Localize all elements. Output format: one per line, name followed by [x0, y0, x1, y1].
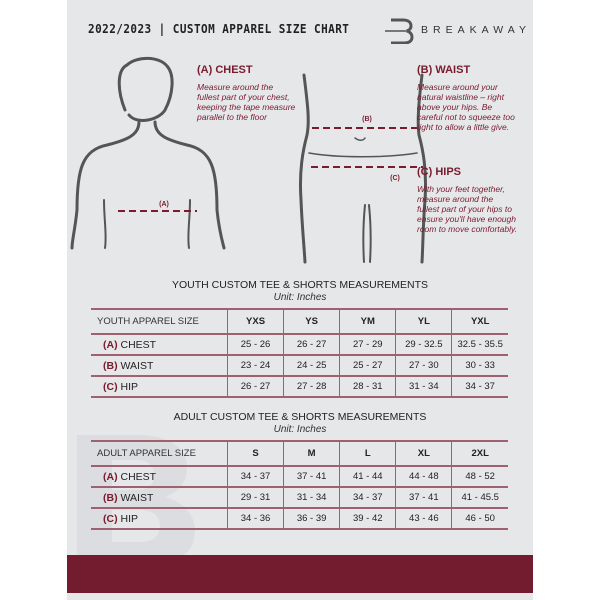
cell: 25 - 26 — [226, 334, 284, 356]
cell: 29 - 32.5 — [395, 334, 452, 356]
cell: 27 - 30 — [395, 355, 452, 377]
cell: 26 - 27 — [283, 334, 340, 356]
size-header: YL — [395, 308, 452, 335]
cell: 34 - 37 — [451, 376, 508, 398]
cell: 23 - 24 — [226, 355, 284, 377]
row-label: CHEST — [120, 338, 157, 351]
size-header: YXL — [451, 308, 508, 335]
cell: 26 - 27 — [226, 376, 284, 398]
brand-name: BREAKAWAY — [421, 24, 531, 36]
cell: 37 - 41 — [395, 487, 452, 509]
table-row: (C) HIP 34 - 36 36 - 39 39 - 42 43 - 46 … — [91, 508, 508, 530]
cell: 30 - 33 — [451, 355, 508, 377]
cell: 43 - 46 — [395, 508, 452, 530]
cell: 44 - 48 — [395, 466, 452, 488]
table-row: (B) WAIST 23 - 24 24 - 25 25 - 27 27 - 3… — [91, 355, 508, 377]
cell: 48 - 52 — [451, 466, 508, 488]
adult-table-title: ADULT CUSTOM TEE & SHORTS MEASUREMENTS — [173, 411, 427, 423]
cell: 31 - 34 — [283, 487, 340, 509]
table-row: (C) HIP 26 - 27 27 - 28 28 - 31 31 - 34 … — [91, 376, 508, 398]
size-header: YXS — [226, 308, 284, 335]
hips-guide-text: With your feet together, measure around … — [417, 184, 517, 234]
cell: 41 - 44 — [339, 466, 396, 488]
row-code: (C) — [103, 512, 118, 525]
size-header: 2XL — [451, 440, 508, 467]
size-header: YS — [283, 308, 340, 335]
header-label: ADULT APPAREL SIZE — [91, 440, 228, 467]
row-label: WAIST — [120, 359, 154, 372]
youth-unit: Unit: Inches — [273, 292, 327, 303]
cell: 34 - 37 — [339, 487, 396, 509]
chest-guide-title: (A) CHEST — [197, 64, 253, 76]
cell: 39 - 42 — [339, 508, 396, 530]
youth-table-title: YOUTH CUSTOM TEE & SHORTS MEASUREMENTS — [171, 279, 429, 291]
lower-body-figure — [298, 73, 428, 264]
chest-marker: (A) — [159, 201, 169, 208]
cell: 27 - 28 — [283, 376, 340, 398]
header-label: YOUTH APPAREL SIZE — [91, 308, 228, 335]
upper-body-figure — [70, 56, 226, 250]
row-label: HIP — [120, 512, 139, 525]
size-header: YM — [339, 308, 396, 335]
cell: 36 - 39 — [283, 508, 340, 530]
table-header-row: YOUTH APPAREL SIZE YXS YS YM YL YXL — [91, 308, 508, 335]
waist-marker: (B) — [362, 116, 372, 123]
cell: 25 - 27 — [339, 355, 396, 377]
row-code: (C) — [103, 380, 118, 393]
size-header: M — [283, 440, 340, 467]
cell: 32.5 - 35.5 — [451, 334, 508, 356]
cell: 24 - 25 — [283, 355, 340, 377]
cell: 28 - 31 — [339, 376, 396, 398]
row-code: (B) — [103, 359, 118, 372]
cell: 29 - 31 — [226, 487, 284, 509]
cell: 37 - 41 — [283, 466, 340, 488]
cell: 46 - 50 — [451, 508, 508, 530]
size-header: L — [339, 440, 396, 467]
waist-guide-text: Measure around your natural waistline – … — [417, 82, 515, 132]
youth-size-table: YOUTH APPAREL SIZE YXS YS YM YL YXL (A) … — [91, 308, 508, 398]
table-header-row: ADULT APPAREL SIZE S M L XL 2XL — [91, 440, 508, 467]
row-code: (B) — [103, 491, 118, 504]
hips-guide-title: (C) HIPS — [417, 166, 461, 178]
row-label: WAIST — [120, 491, 154, 504]
adult-size-table: ADULT APPAREL SIZE S M L XL 2XL (A) CHES… — [91, 440, 508, 530]
row-code: (A) — [103, 338, 118, 351]
hips-marker: (C) — [390, 175, 400, 182]
cell: 31 - 34 — [395, 376, 452, 398]
table-row: (A) CHEST 25 - 26 26 - 27 27 - 29 29 - 3… — [91, 334, 508, 356]
cell: 34 - 36 — [226, 508, 284, 530]
adult-unit: Unit: Inches — [273, 424, 327, 435]
breakaway-logo-icon — [385, 18, 414, 44]
table-row: (A) CHEST 34 - 37 37 - 41 41 - 44 44 - 4… — [91, 466, 508, 488]
page-title: 2022/2023 | CUSTOM APPAREL SIZE CHART — [88, 21, 350, 36]
chest-guide-text: Measure around the fullest part of your … — [197, 82, 296, 122]
row-label: HIP — [120, 380, 139, 393]
footer-band — [67, 555, 533, 593]
cell: 34 - 37 — [226, 466, 284, 488]
cell: 27 - 29 — [339, 334, 396, 356]
size-header: S — [226, 440, 284, 467]
row-label: CHEST — [120, 470, 157, 483]
body-measurement-figures: (A) (B) (C) — [70, 56, 428, 264]
waist-guide-title: (B) WAIST — [417, 64, 471, 76]
row-code: (A) — [103, 470, 118, 483]
size-header: XL — [395, 440, 452, 467]
size-chart-page: 2022/2023 | CUSTOM APPAREL SIZE CHART BR… — [67, 0, 533, 600]
table-row: (B) WAIST 29 - 31 31 - 34 34 - 37 37 - 4… — [91, 487, 508, 509]
cell: 41 - 45.5 — [451, 487, 508, 509]
